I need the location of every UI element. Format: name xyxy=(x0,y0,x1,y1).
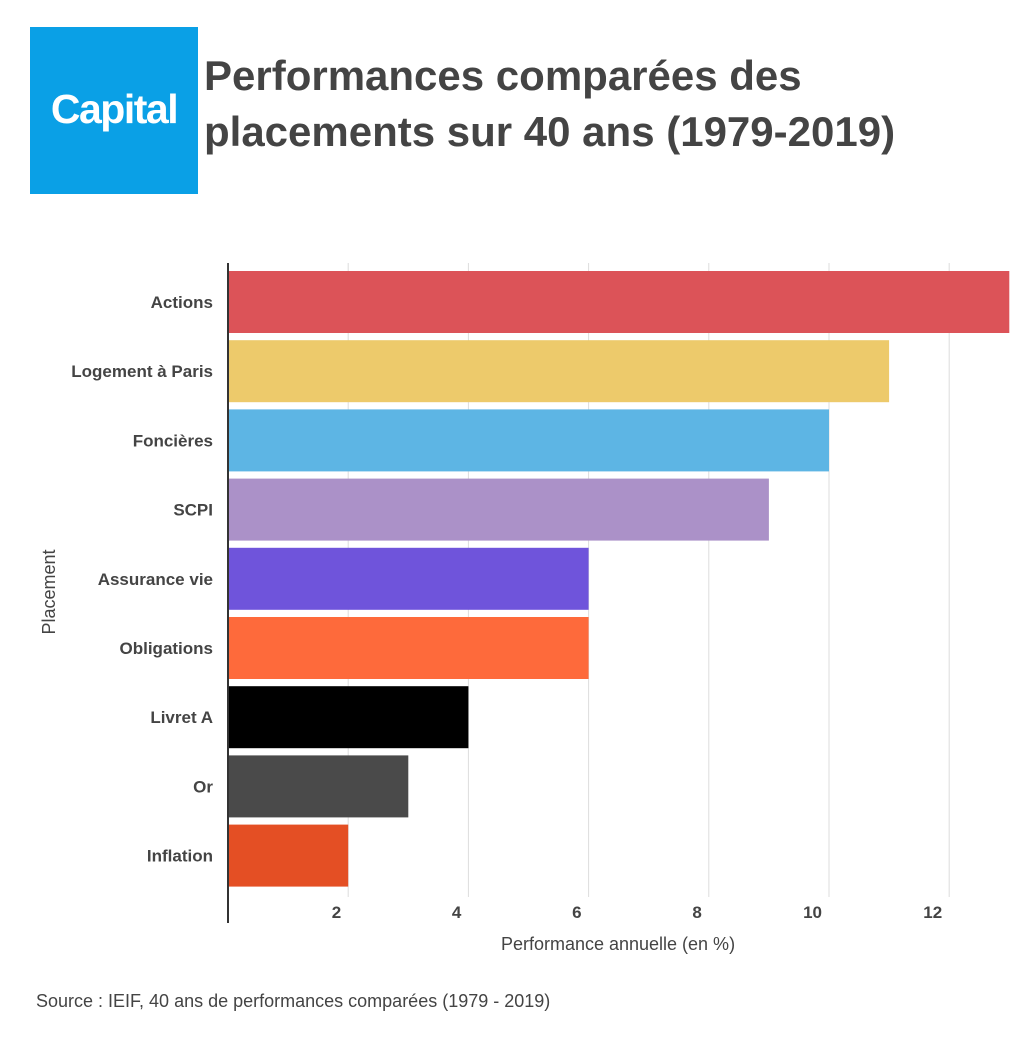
bar xyxy=(228,824,349,887)
x-tick-label: 4 xyxy=(452,903,462,922)
bar xyxy=(228,271,1010,333)
category-label: Or xyxy=(193,777,213,796)
chart-title: Performances comparées des placements su… xyxy=(204,52,896,155)
bar-chart: Actions Logement à Paris Foncières SCPI Assu… xyxy=(39,263,1010,954)
category-label: Obligations xyxy=(120,639,214,658)
category-label: Logement à Paris xyxy=(71,362,213,381)
category-label: Actions xyxy=(151,293,213,312)
x-tick-labels: 2 4 6 8 10 12 xyxy=(332,903,942,922)
x-tick-label: 8 xyxy=(692,903,701,922)
x-tick-label: 12 xyxy=(923,903,942,922)
bars xyxy=(228,271,1010,887)
category-label: Livret A xyxy=(150,708,213,727)
category-label: Foncières xyxy=(133,431,213,450)
source-note: Source : IEIF, 40 ans de performances co… xyxy=(36,991,551,1011)
logo-text: Capital xyxy=(50,86,179,132)
x-axis-label: Performance annuelle (en %) xyxy=(501,934,735,954)
category-labels: Actions Logement à Paris Foncières SCPI Assu… xyxy=(71,293,213,866)
y-axis-label: Placement xyxy=(39,549,59,634)
bar xyxy=(228,547,589,610)
category-label: Inflation xyxy=(147,847,213,866)
bar xyxy=(228,409,829,472)
bar xyxy=(228,478,769,541)
category-label: SCPI xyxy=(173,501,213,520)
category-label: Assurance vie xyxy=(98,570,213,589)
bar xyxy=(228,686,469,749)
x-tick-label: 10 xyxy=(803,903,822,922)
bar xyxy=(228,340,890,403)
x-tick-label: 2 xyxy=(332,903,341,922)
bar xyxy=(228,755,409,818)
bar xyxy=(228,617,589,679)
x-tick-label: 6 xyxy=(572,903,581,922)
capital-logo: Capital xyxy=(30,27,198,194)
